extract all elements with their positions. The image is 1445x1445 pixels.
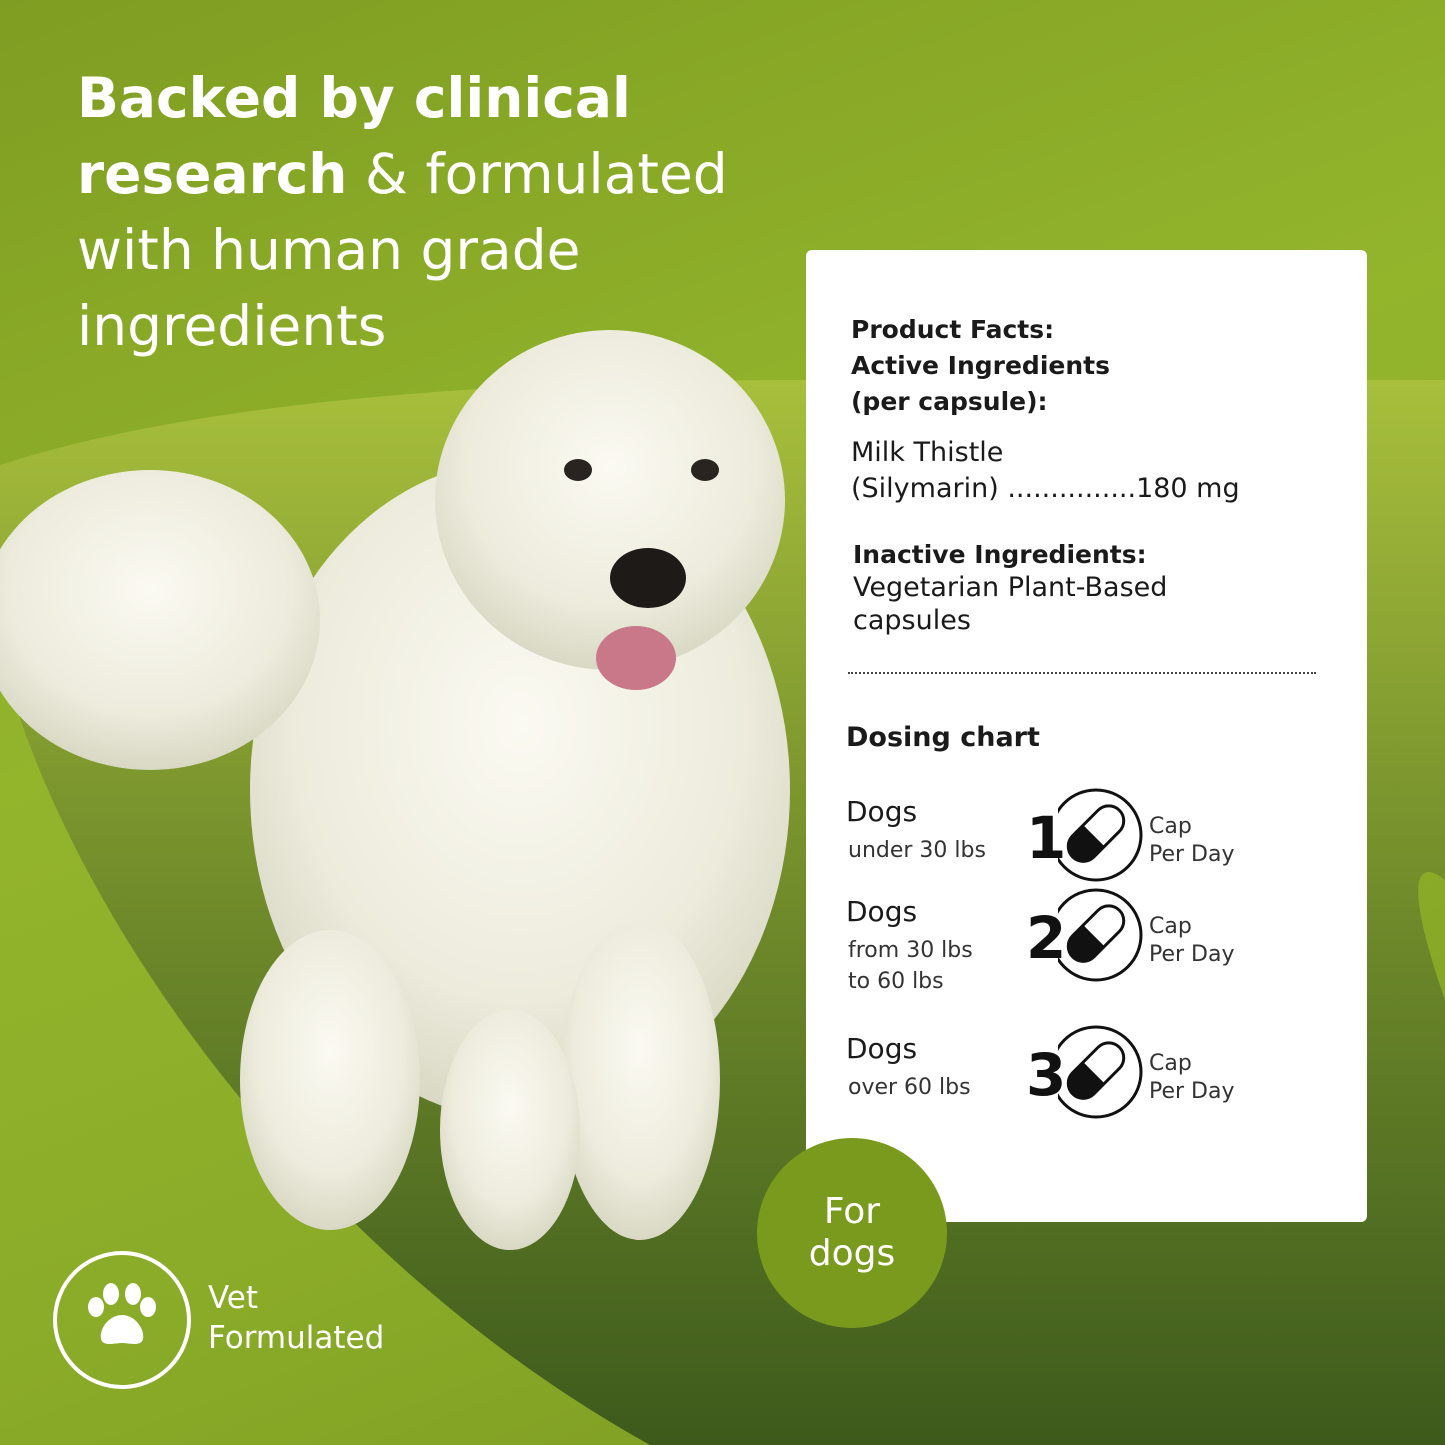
- dog-size-label: Dogs: [846, 895, 918, 928]
- weight-range: over 60 lbs: [848, 1075, 971, 1100]
- dosing-row: Dogs under 30 lbs 1 Cap Per Day: [846, 788, 1326, 905]
- active-ingredient: Milk Thistle (Silymarin) ...............1…: [851, 437, 1240, 504]
- headline: Backed by clinical research & formulated…: [77, 66, 728, 358]
- facts-title: Product Facts: Active Ingredients (per cap…: [851, 315, 1110, 416]
- capsule-count-icon: 2: [1024, 888, 1143, 982]
- vet-formulated-label: Vet Formulated: [208, 1280, 385, 1356]
- dosing-title: Dosing chart: [846, 722, 1040, 753]
- dose-unit: Cap Per Day: [1149, 814, 1235, 867]
- weight-range: from 30 lbs to 60 lbs: [848, 938, 973, 994]
- paw-icon: [88, 1283, 156, 1344]
- capsule-count: 1: [1026, 804, 1066, 872]
- dog-size-label: Dogs: [846, 795, 918, 828]
- vet-badge: [53, 1251, 191, 1389]
- capsule-count: 3: [1026, 1041, 1066, 1109]
- capsule-count: 2: [1026, 904, 1066, 972]
- weight-range: under 30 lbs: [848, 838, 986, 863]
- product-facts-card: Product Facts: Active Ingredients (per cap…: [806, 250, 1367, 1222]
- inactive-ingredients: Inactive Ingredients: Vegetarian Plant-B…: [853, 540, 1168, 636]
- dog-size-label: Dogs: [846, 1032, 918, 1065]
- capsule-count-icon: 3: [1024, 1025, 1143, 1119]
- for-dogs-badge: For dogs: [757, 1138, 947, 1328]
- dosing-row: Dogs from 30 lbs to 60 lbs 2 Cap Per Day: [846, 888, 1326, 1005]
- dose-unit: Cap Per Day: [1149, 914, 1235, 967]
- capsule-count-icon: 1: [1024, 788, 1143, 882]
- dosing-row: Dogs over 60 lbs 3 Cap Per Day: [846, 1025, 1326, 1142]
- dose-unit: Cap Per Day: [1149, 1051, 1235, 1104]
- dotted-divider: [848, 672, 1316, 674]
